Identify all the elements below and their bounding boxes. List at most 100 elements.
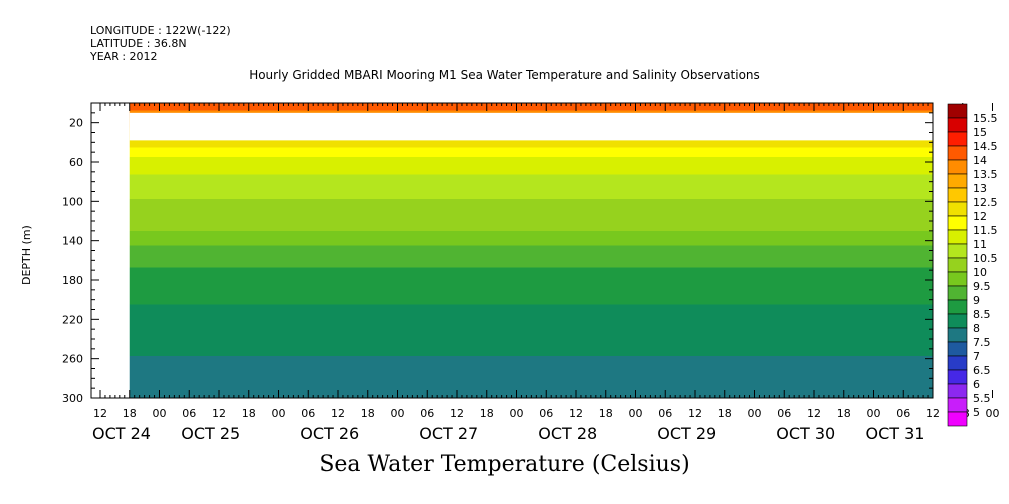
colorbar-label: 5.5 bbox=[973, 392, 991, 405]
x-tick-label: 18 bbox=[837, 407, 851, 420]
x-tick-label: 12 bbox=[569, 407, 583, 420]
colorbar-swatch bbox=[947, 201, 968, 217]
colorbar-swatch bbox=[947, 355, 968, 371]
x-tick-label: 12 bbox=[450, 407, 464, 420]
x-tick-label: 12 bbox=[331, 407, 345, 420]
longitude-label: LONGITUDE : 122W(-122) bbox=[90, 24, 231, 37]
x-day-label: OCT 29 bbox=[657, 424, 716, 443]
x-tick-label: 12 bbox=[688, 407, 702, 420]
colorbar-label: 14 bbox=[973, 154, 987, 167]
y-tick-label: 220 bbox=[62, 313, 83, 326]
colorbar-label: 11 bbox=[973, 238, 987, 251]
x-tick-label: 06 bbox=[539, 407, 553, 420]
colorbar-swatch bbox=[947, 117, 968, 133]
colorbar-swatch bbox=[947, 327, 968, 343]
colorbar-swatch bbox=[947, 215, 968, 231]
x-tick-label: 06 bbox=[301, 407, 315, 420]
colorbar-label: 9.5 bbox=[973, 280, 991, 293]
x-tick-label: 00 bbox=[153, 407, 167, 420]
temperature-field bbox=[129, 103, 933, 398]
x-tick-label: 18 bbox=[718, 407, 732, 420]
x-tick-label: 12 bbox=[93, 407, 107, 420]
colorbar-label: 10.5 bbox=[973, 252, 998, 265]
colorbar-swatch bbox=[947, 159, 968, 175]
x-day-label: OCT 27 bbox=[419, 424, 478, 443]
y-tick-label: 20 bbox=[69, 117, 83, 130]
colorbar-swatch bbox=[947, 187, 968, 203]
temperature-fill bbox=[129, 103, 933, 398]
colorbar-label: 10 bbox=[973, 266, 987, 279]
colorbar-swatch bbox=[947, 313, 968, 329]
colorbar-label: 13.5 bbox=[973, 168, 998, 181]
x-day-label: OCT 30 bbox=[776, 424, 835, 443]
colorbar-swatch bbox=[947, 397, 968, 413]
y-tick-label: 260 bbox=[62, 353, 83, 366]
x-tick-label: 12 bbox=[807, 407, 821, 420]
colorbar-swatch bbox=[947, 285, 968, 301]
y-tick-label: 100 bbox=[62, 195, 83, 208]
colorbar-swatch bbox=[947, 341, 968, 357]
colorbar: 15.51514.51413.51312.51211.51110.5109.59… bbox=[947, 103, 998, 427]
x-day-label: OCT 26 bbox=[300, 424, 359, 443]
colorbar-swatch bbox=[947, 369, 968, 385]
colorbar-swatch bbox=[947, 299, 968, 315]
x-tick-label: 18 bbox=[599, 407, 613, 420]
variable-label: Sea Water Temperature (Celsius) bbox=[319, 452, 690, 477]
x-tick-label: 06 bbox=[658, 407, 672, 420]
x-tick-label: 18 bbox=[361, 407, 375, 420]
year-label: YEAR : 2012 bbox=[90, 50, 158, 63]
x-tick-label: 18 bbox=[480, 407, 494, 420]
x-tick-label: 00 bbox=[867, 407, 881, 420]
colorbar-label: 14.5 bbox=[973, 140, 998, 153]
x-day-label: OCT 25 bbox=[181, 424, 240, 443]
y-tick-label: 180 bbox=[62, 274, 83, 287]
colorbar-swatch bbox=[947, 103, 968, 119]
x-tick-label: 00 bbox=[986, 407, 1000, 420]
colorbar-label: 13 bbox=[973, 182, 987, 195]
colorbar-label: 11.5 bbox=[973, 224, 998, 237]
axes: 20 60 100 140 180 220 260 300 12 18 00 06 12 18 00 06 12… bbox=[62, 102, 1000, 443]
colorbar-label: 6.5 bbox=[973, 364, 991, 377]
colorbar-label: 5 bbox=[973, 406, 980, 419]
colorbar-label: 15 bbox=[973, 126, 987, 139]
x-tick-label: 06 bbox=[182, 407, 196, 420]
x-tick-label: 00 bbox=[629, 407, 643, 420]
x-tick-label: 18 bbox=[242, 407, 256, 420]
x-tick-label: 06 bbox=[777, 407, 791, 420]
missing-data-band bbox=[129, 112, 933, 141]
colorbar-swatch bbox=[947, 229, 968, 245]
x-tick-label: 00 bbox=[272, 407, 286, 420]
colorbar-swatch bbox=[947, 271, 968, 287]
chart-title: Hourly Gridded MBARI Mooring M1 Sea Wate… bbox=[249, 68, 760, 82]
colorbar-swatch bbox=[947, 131, 968, 147]
colorbar-label: 12 bbox=[973, 210, 987, 223]
y-tick-label: 140 bbox=[62, 235, 83, 248]
colorbar-swatch bbox=[947, 243, 968, 259]
colorbar-swatch bbox=[947, 173, 968, 189]
colorbar-label: 7 bbox=[973, 350, 980, 363]
x-tick-label: 18 bbox=[123, 407, 137, 420]
colorbar-label: 12.5 bbox=[973, 196, 998, 209]
colorbar-label: 7.5 bbox=[973, 336, 991, 349]
x-day-label: OCT 24 bbox=[92, 424, 151, 443]
latitude-label: LATITUDE : 36.8N bbox=[90, 37, 187, 50]
x-tick-label: 00 bbox=[748, 407, 762, 420]
colorbar-swatch bbox=[947, 411, 968, 427]
y-tick-label: 300 bbox=[62, 392, 83, 405]
colorbar-label: 9 bbox=[973, 294, 980, 307]
y-tick-label: 60 bbox=[69, 156, 83, 169]
colorbar-label: 8.5 bbox=[973, 308, 991, 321]
x-tick-label: 06 bbox=[896, 407, 910, 420]
x-tick-label: 12 bbox=[212, 407, 226, 420]
colorbar-label: 6 bbox=[973, 378, 980, 391]
colorbar-swatch bbox=[947, 145, 968, 161]
x-tick-label: 00 bbox=[391, 407, 405, 420]
x-tick-label: 00 bbox=[510, 407, 524, 420]
colorbar-label: 15.5 bbox=[973, 112, 998, 125]
x-day-label: OCT 31 bbox=[866, 424, 925, 443]
x-tick-label: 06 bbox=[420, 407, 434, 420]
colorbar-label: 8 bbox=[973, 322, 980, 335]
colorbar-swatch bbox=[947, 383, 968, 399]
x-tick-label: 12 bbox=[926, 407, 940, 420]
